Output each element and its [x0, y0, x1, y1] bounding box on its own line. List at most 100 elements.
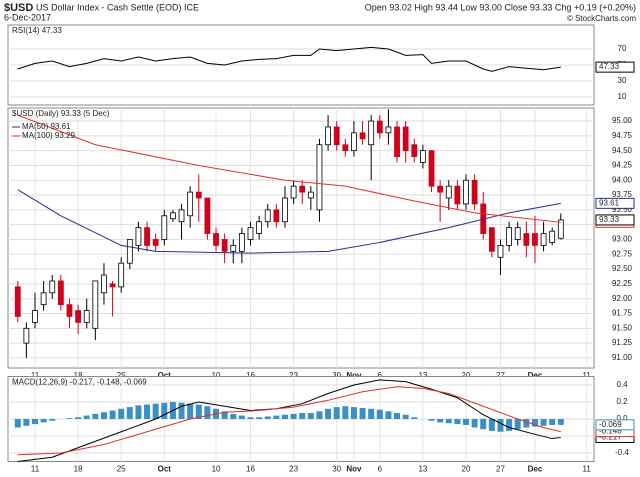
histogram-bar [385, 411, 392, 419]
candle-body [557, 219, 564, 239]
x-tick-label: 18 [74, 371, 83, 380]
candle-body [40, 292, 47, 306]
y-tick-label: 91.25 [612, 338, 633, 347]
candle-body [161, 215, 168, 240]
y-tick-label: 92.25 [612, 279, 633, 288]
histogram-bar [402, 414, 409, 419]
x-tick-label: 11 [583, 465, 592, 474]
candle-body [195, 191, 202, 199]
candle-body [126, 239, 133, 264]
candle-body [170, 212, 176, 220]
histogram-bar [333, 407, 340, 419]
value-tag: -0.069 [599, 420, 622, 429]
candle-body [549, 230, 556, 243]
x-tick-label: 23 [289, 465, 298, 474]
candle-body [32, 310, 38, 323]
quote: Open 93.02 High 93.44 Low 93.00 Close 93… [365, 2, 636, 12]
x-tick-label: 18 [74, 465, 83, 474]
histogram-bar [316, 411, 323, 419]
y-tick-label: 94.00 [612, 175, 633, 184]
histogram-bar [109, 410, 116, 419]
candle-body [75, 310, 81, 323]
histogram-bar [540, 419, 547, 426]
x-tick-label: 13 [418, 371, 427, 380]
candle-body [23, 327, 30, 344]
x-tick-label: 10 [212, 465, 221, 474]
x-tick-label: 27 [496, 371, 505, 380]
value-tag: 93.33 [599, 215, 620, 224]
x-tick-label: Nov [346, 465, 362, 474]
candle-body [376, 120, 383, 134]
histogram-bar [299, 413, 306, 419]
y-tick-label: 10 [618, 92, 627, 101]
candle-body [290, 185, 297, 199]
candle-body [230, 245, 237, 252]
candle-body [187, 191, 194, 217]
histogram-bar [264, 416, 271, 419]
value-tag: 47.33 [599, 62, 620, 71]
y-tick-label: 70 [618, 44, 627, 53]
histogram-bar [506, 419, 513, 431]
histogram-bar [350, 407, 357, 419]
candle-body [385, 126, 392, 134]
candle-body [506, 227, 513, 246]
x-tick-label: 13 [418, 465, 427, 474]
candle-body [419, 150, 426, 163]
y-tick-label: 92.00 [612, 294, 633, 303]
y-tick-label: 93.50 [612, 205, 633, 214]
x-tick-label: 11 [31, 465, 40, 474]
series-line [17, 189, 561, 254]
histogram-bar [488, 419, 495, 431]
histogram-bar [187, 403, 194, 419]
histogram-bar [454, 419, 461, 425]
value-tag-box [595, 214, 635, 226]
histogram-bar [325, 408, 332, 419]
candle-body [238, 233, 245, 252]
histogram-bar [394, 413, 401, 419]
candle-body [454, 185, 461, 205]
candle-body [351, 132, 357, 152]
histogram-bar [126, 407, 133, 419]
candle-body [523, 233, 530, 246]
y-tick-label: 93.00 [612, 235, 633, 244]
histogram-bar [14, 419, 21, 428]
candle-body [118, 262, 125, 288]
x-tick-label: 25 [117, 465, 126, 474]
y-tick-label: 91.75 [612, 309, 633, 318]
x-tick-label: Oct [158, 465, 172, 474]
candle-body [264, 209, 271, 223]
histogram-bar [66, 418, 73, 419]
candle-body [66, 304, 73, 317]
candle-body [204, 197, 211, 234]
histogram-bar [195, 404, 202, 419]
candle-body [14, 286, 21, 317]
y-tick-label: 0.4 [616, 380, 628, 389]
y-tick-label: 91.50 [612, 323, 633, 332]
y-tick-label: 0.2 [616, 397, 628, 406]
legend-label: MA(100) 93.29 [22, 131, 75, 140]
x-tick-label: Oct [158, 371, 172, 380]
series-line [17, 46, 561, 72]
x-tick-label: Dec [528, 465, 543, 474]
x-tick-label: 25 [117, 371, 126, 380]
histogram-bar [221, 411, 228, 419]
x-tick-label: 27 [496, 465, 505, 474]
candle-body [540, 233, 547, 246]
series-line [17, 379, 561, 462]
y-tick-label: -0.4 [615, 448, 629, 457]
candle-body [178, 209, 185, 223]
x-tick-label: 30 [332, 371, 341, 380]
histogram-bar [178, 402, 185, 419]
panel-label: $USD (Daily) 93.33 (5 Dec) [12, 109, 110, 118]
histogram-bar [204, 406, 211, 419]
histogram-bar [471, 419, 478, 428]
y-tick-label: 93.75 [612, 190, 633, 199]
histogram-bar [92, 413, 99, 419]
candle-body [144, 227, 150, 246]
histogram-bar [376, 409, 383, 419]
histogram-bar [32, 419, 38, 425]
y-tick-label: 94.50 [612, 146, 633, 155]
panel-frame [7, 107, 595, 369]
x-tick-label: 16 [246, 465, 255, 474]
